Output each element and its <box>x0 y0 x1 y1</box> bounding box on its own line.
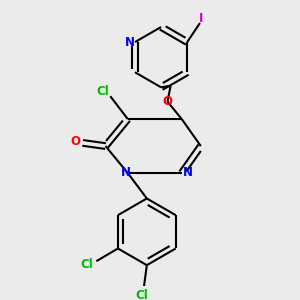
Text: O: O <box>71 135 81 148</box>
Text: Cl: Cl <box>80 258 93 271</box>
Text: N: N <box>121 166 131 179</box>
Text: N: N <box>182 166 193 179</box>
Text: N: N <box>125 36 135 49</box>
Text: Cl: Cl <box>136 289 148 300</box>
Text: O: O <box>163 95 172 108</box>
Text: I: I <box>199 12 204 25</box>
Text: Cl: Cl <box>96 85 109 98</box>
